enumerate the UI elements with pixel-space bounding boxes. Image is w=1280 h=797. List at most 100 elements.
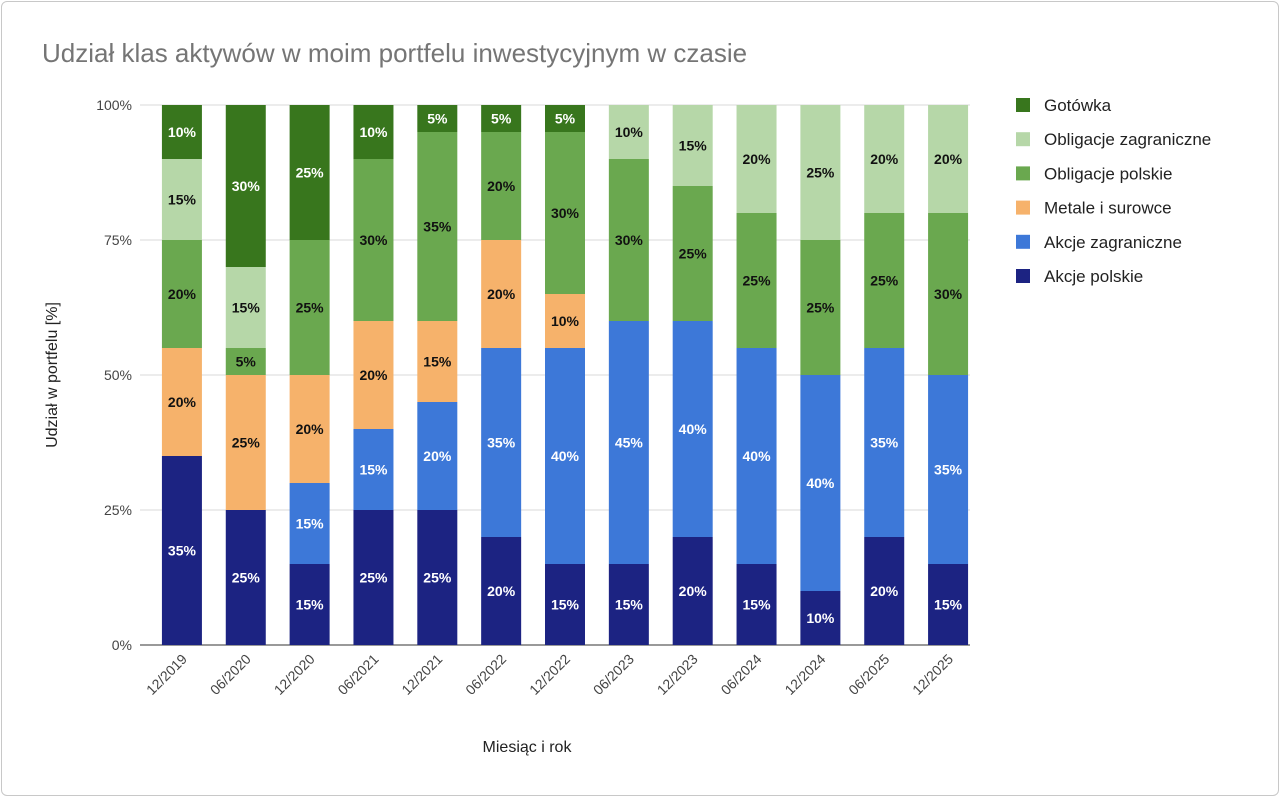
bars: [161, 105, 969, 645]
bar-data-label: 15%: [615, 597, 644, 613]
bar-data-label: 35%: [168, 543, 197, 559]
bar-segment: [864, 348, 905, 537]
bar-segment: [481, 537, 522, 645]
bar-data-label: 5%: [427, 111, 448, 127]
bar-segment: [225, 510, 266, 645]
x-tick-label: 06/2020: [207, 651, 254, 698]
bar-data-label: 20%: [487, 286, 516, 302]
bar-data-label: 10%: [615, 124, 644, 140]
bar-segment: [928, 213, 969, 375]
bar-data-label: 20%: [168, 394, 197, 410]
bar-data-label: 20%: [934, 151, 963, 167]
bar-data-label: 15%: [551, 597, 580, 613]
x-tick-label: 12/2023: [654, 651, 701, 698]
bar-data-label: 15%: [296, 516, 325, 532]
bar-segment: [417, 105, 458, 132]
x-tick-label: 12/2025: [909, 651, 956, 698]
x-tick-label: 06/2021: [334, 651, 381, 698]
bar-segment: [481, 105, 522, 132]
bar-segment: [928, 375, 969, 564]
bar-segment: [736, 213, 777, 348]
x-tick-label: 06/2023: [590, 651, 637, 698]
bar-data-label: 20%: [870, 583, 899, 599]
bar-data-label: 40%: [743, 448, 772, 464]
legend-swatch: [1016, 269, 1030, 283]
bar-segment: [545, 132, 585, 294]
bar-segment: [161, 456, 202, 645]
bar-data-label: 20%: [870, 151, 899, 167]
bar-data-label: 25%: [806, 165, 835, 181]
legend-swatch: [1016, 200, 1030, 215]
bar-segment: [353, 510, 394, 645]
legend-entry: Akcje polskie: [1044, 267, 1143, 286]
y-axis-label: Udział w portfelu [%]: [44, 302, 61, 448]
bar-data-label: 20%: [487, 583, 516, 599]
x-tick-label: 12/2022: [526, 651, 573, 698]
y-tick-label: 0%: [112, 637, 132, 653]
bar-data-label: 35%: [423, 219, 452, 235]
bar-segment: [800, 591, 841, 645]
legend: Gotówka Obligacje zagraniczne Obligacje po…: [1016, 96, 1211, 286]
bar-segment: [864, 213, 905, 348]
bar-segment: [481, 240, 522, 348]
bar-data-label: 10%: [806, 610, 835, 626]
bar-data-label: 15%: [232, 300, 261, 316]
bar-data-label: 20%: [296, 421, 325, 437]
bar-data-label: 25%: [232, 435, 261, 451]
bar-data-label: 10%: [168, 124, 197, 140]
bar-segment: [608, 321, 649, 564]
bar-data-label: 25%: [679, 246, 708, 262]
bar-data-label: 15%: [743, 597, 772, 613]
bar-segment: [289, 105, 330, 240]
bar-data-label: 20%: [743, 151, 772, 167]
bar-data-label: 30%: [615, 232, 644, 248]
x-tick-label: 06/2022: [462, 651, 509, 698]
bar-data-label: 15%: [168, 192, 197, 208]
bar-data-label: 40%: [679, 421, 708, 437]
y-tick-label: 50%: [104, 367, 132, 383]
bar-data-label: 35%: [487, 435, 516, 451]
bar-segment: [545, 564, 585, 645]
y-tick-label: 25%: [104, 502, 132, 518]
legend-entry: Metale i surowce: [1044, 199, 1172, 218]
bar-data-label: 15%: [359, 462, 388, 478]
y-axis-ticks: 0% 25% 50% 75% 100%: [96, 97, 132, 653]
bar-data-label: 25%: [870, 273, 899, 289]
bar-segment: [417, 510, 458, 645]
bar-segment: [353, 105, 394, 159]
bar-data-label: 25%: [296, 300, 325, 316]
bar-data-label: 35%: [934, 462, 963, 478]
bar-data-label: 20%: [423, 448, 452, 464]
legend-swatch: [1016, 132, 1030, 147]
bar-segment: [161, 240, 202, 348]
bar-data-label: 45%: [615, 435, 644, 451]
bar-data-label: 5%: [236, 354, 257, 370]
bar-segment: [864, 537, 905, 645]
y-tick-label: 75%: [104, 232, 132, 248]
bar-data-label: 30%: [359, 232, 388, 248]
x-axis-label: Miesiąc i rok: [483, 739, 573, 756]
bar-data-label: 25%: [743, 273, 772, 289]
bar-segment: [608, 159, 649, 321]
bar-segment: [417, 321, 458, 402]
bar-segment: [225, 105, 266, 267]
x-tick-label: 12/2019: [143, 651, 190, 698]
bar-data-label: 15%: [296, 597, 325, 613]
bar-data-label: 5%: [555, 111, 576, 127]
bar-segment: [672, 105, 713, 186]
bar-data-label: 30%: [232, 178, 261, 194]
legend-entry: Obligacje zagraniczne: [1044, 130, 1211, 149]
bar-data-label: 25%: [423, 570, 452, 586]
bar-segment: [672, 321, 713, 537]
bar-data-label: 20%: [487, 178, 516, 194]
x-tick-label: 12/2021: [398, 651, 445, 698]
bar-segment: [672, 186, 713, 321]
bar-segment: [161, 159, 202, 240]
legend-swatch: [1016, 166, 1030, 181]
x-axis-ticks: 12/2019 06/2020 12/2020 06/2021 12/2021 06/20…: [143, 651, 956, 698]
legend-swatch: [1016, 234, 1030, 249]
bar-data-label: 20%: [168, 286, 197, 302]
bar-segment: [736, 348, 777, 564]
bar-segment: [289, 483, 330, 564]
legend-entry: Gotówka: [1044, 96, 1112, 115]
